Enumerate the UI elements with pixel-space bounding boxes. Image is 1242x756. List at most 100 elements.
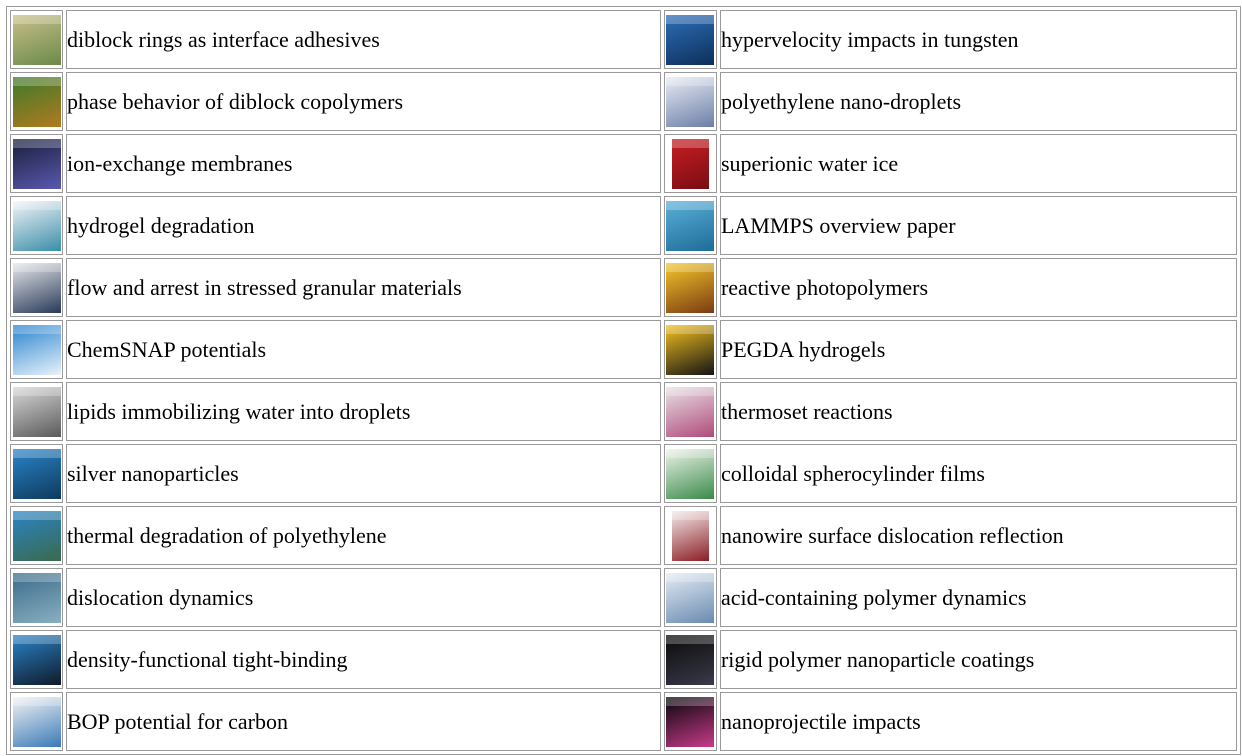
- cover-cell: [663, 506, 717, 565]
- publication-title: ion-exchange membranes: [67, 150, 293, 176]
- publications-table: diblock rings as interface adhesives hype…: [6, 6, 1241, 755]
- table-row: BOP potential for carbon nanoprojectile i…: [10, 692, 1237, 751]
- publication-title: superionic water ice: [720, 150, 899, 176]
- cover-thumbnail[interactable]: [666, 324, 715, 375]
- table-row: phase behavior of diblock copolymers poly…: [10, 72, 1237, 131]
- cover-thumbnail[interactable]: [666, 386, 715, 437]
- cover-cell: [663, 444, 717, 503]
- cover-thumbnail[interactable]: [666, 76, 715, 127]
- table-row: density-functional tight-binding rigid po…: [10, 630, 1237, 689]
- publication-title: density-functional tight-binding: [67, 646, 348, 672]
- cover-cell: [663, 134, 717, 193]
- table-row: diblock rings as interface adhesives hype…: [10, 10, 1237, 69]
- table-row: hydrogel degradation LAMMPS overview pape…: [10, 196, 1237, 255]
- cover-thumbnail[interactable]: [12, 510, 61, 561]
- table-row: flow and arrest in stressed granular mat…: [10, 258, 1237, 317]
- title-cell: nanoprojectile impacts: [719, 692, 1237, 751]
- cover-cell: [10, 10, 63, 69]
- table-row: thermal degradation of polyethylene nanow…: [10, 506, 1237, 565]
- title-cell: polyethylene nano-droplets: [719, 72, 1237, 131]
- publication-title: lipids immobilizing water into droplets: [67, 398, 411, 424]
- table-row: ChemSNAP potentials PEGDA hydrogels: [10, 320, 1237, 379]
- title-cell: acid-containing polymer dynamics: [719, 568, 1237, 627]
- title-cell: lipids immobilizing water into droplets: [66, 382, 661, 441]
- cover-cell: [663, 10, 717, 69]
- publication-title: LAMMPS overview paper: [720, 212, 956, 238]
- cover-cell: [663, 630, 717, 689]
- publication-title: nanowire surface dislocation reflection: [720, 522, 1064, 548]
- title-cell: hypervelocity impacts in tungsten: [719, 10, 1237, 69]
- cover-thumbnail[interactable]: [12, 138, 61, 189]
- cover-thumbnail[interactable]: [671, 510, 709, 561]
- cover-thumbnail[interactable]: [666, 572, 715, 623]
- title-cell: thermal degradation of polyethylene: [66, 506, 661, 565]
- cover-cell: [10, 692, 63, 751]
- cover-thumbnail[interactable]: [12, 572, 61, 623]
- cover-cell: [10, 258, 63, 317]
- cover-thumbnail[interactable]: [666, 200, 715, 251]
- publication-title: ChemSNAP potentials: [67, 336, 267, 362]
- publication-title: polyethylene nano-droplets: [720, 88, 962, 114]
- cover-thumbnail[interactable]: [666, 448, 715, 499]
- cover-thumbnail[interactable]: [12, 634, 61, 685]
- cover-cell: [10, 134, 63, 193]
- title-cell: diblock rings as interface adhesives: [66, 10, 661, 69]
- cover-cell: [10, 630, 63, 689]
- cover-cell: [10, 196, 63, 255]
- publication-title: dislocation dynamics: [67, 584, 254, 610]
- cover-cell: [663, 692, 717, 751]
- title-cell: colloidal spherocylinder films: [719, 444, 1237, 503]
- title-cell: flow and arrest in stressed granular mat…: [66, 258, 661, 317]
- cover-thumbnail[interactable]: [12, 14, 61, 65]
- publication-title: silver nanoparticles: [67, 460, 239, 486]
- publication-title: diblock rings as interface adhesives: [67, 26, 380, 52]
- publication-title: phase behavior of diblock copolymers: [67, 88, 404, 114]
- publication-title: reactive photopolymers: [720, 274, 929, 300]
- publication-title: nanoprojectile impacts: [720, 708, 921, 734]
- title-cell: silver nanoparticles: [66, 444, 661, 503]
- title-cell: density-functional tight-binding: [66, 630, 661, 689]
- cover-cell: [663, 258, 717, 317]
- title-cell: dislocation dynamics: [66, 568, 661, 627]
- cover-cell: [10, 568, 63, 627]
- title-cell: PEGDA hydrogels: [719, 320, 1237, 379]
- cover-thumbnail[interactable]: [671, 138, 709, 189]
- title-cell: rigid polymer nanoparticle coatings: [719, 630, 1237, 689]
- cover-thumbnail[interactable]: [12, 696, 61, 747]
- cover-thumbnail[interactable]: [12, 76, 61, 127]
- cover-cell: [663, 320, 717, 379]
- title-cell: ChemSNAP potentials: [66, 320, 661, 379]
- cover-cell: [10, 320, 63, 379]
- cover-thumbnail[interactable]: [666, 634, 715, 685]
- cover-thumbnail[interactable]: [12, 448, 61, 499]
- publication-title: hydrogel degradation: [67, 212, 255, 238]
- cover-thumbnail[interactable]: [12, 386, 61, 437]
- title-cell: hydrogel degradation: [66, 196, 661, 255]
- cover-cell: [10, 72, 63, 131]
- title-cell: ion-exchange membranes: [66, 134, 661, 193]
- table-row: lipids immobilizing water into droplets t…: [10, 382, 1237, 441]
- publication-title: rigid polymer nanoparticle coatings: [720, 646, 1035, 672]
- publication-title: PEGDA hydrogels: [720, 336, 886, 362]
- cover-thumbnail[interactable]: [12, 324, 61, 375]
- title-cell: reactive photopolymers: [719, 258, 1237, 317]
- publication-title: colloidal spherocylinder films: [720, 460, 985, 486]
- cover-thumbnail[interactable]: [666, 696, 715, 747]
- title-cell: LAMMPS overview paper: [719, 196, 1237, 255]
- cover-cell: [663, 568, 717, 627]
- cover-thumbnail[interactable]: [666, 14, 715, 65]
- cover-cell: [663, 382, 717, 441]
- cover-cell: [10, 444, 63, 503]
- cover-cell: [663, 72, 717, 131]
- publication-title: BOP potential for carbon: [67, 708, 288, 734]
- publication-title: acid-containing polymer dynamics: [720, 584, 1027, 610]
- title-cell: nanowire surface dislocation reflection: [719, 506, 1237, 565]
- cover-cell: [10, 506, 63, 565]
- title-cell: thermoset reactions: [719, 382, 1237, 441]
- cover-thumbnail[interactable]: [12, 262, 61, 313]
- cover-thumbnail[interactable]: [12, 200, 61, 251]
- publication-title: hypervelocity impacts in tungsten: [720, 26, 1019, 52]
- title-cell: BOP potential for carbon: [66, 692, 661, 751]
- table-row: dislocation dynamics acid-containing poly…: [10, 568, 1237, 627]
- cover-thumbnail[interactable]: [666, 262, 715, 313]
